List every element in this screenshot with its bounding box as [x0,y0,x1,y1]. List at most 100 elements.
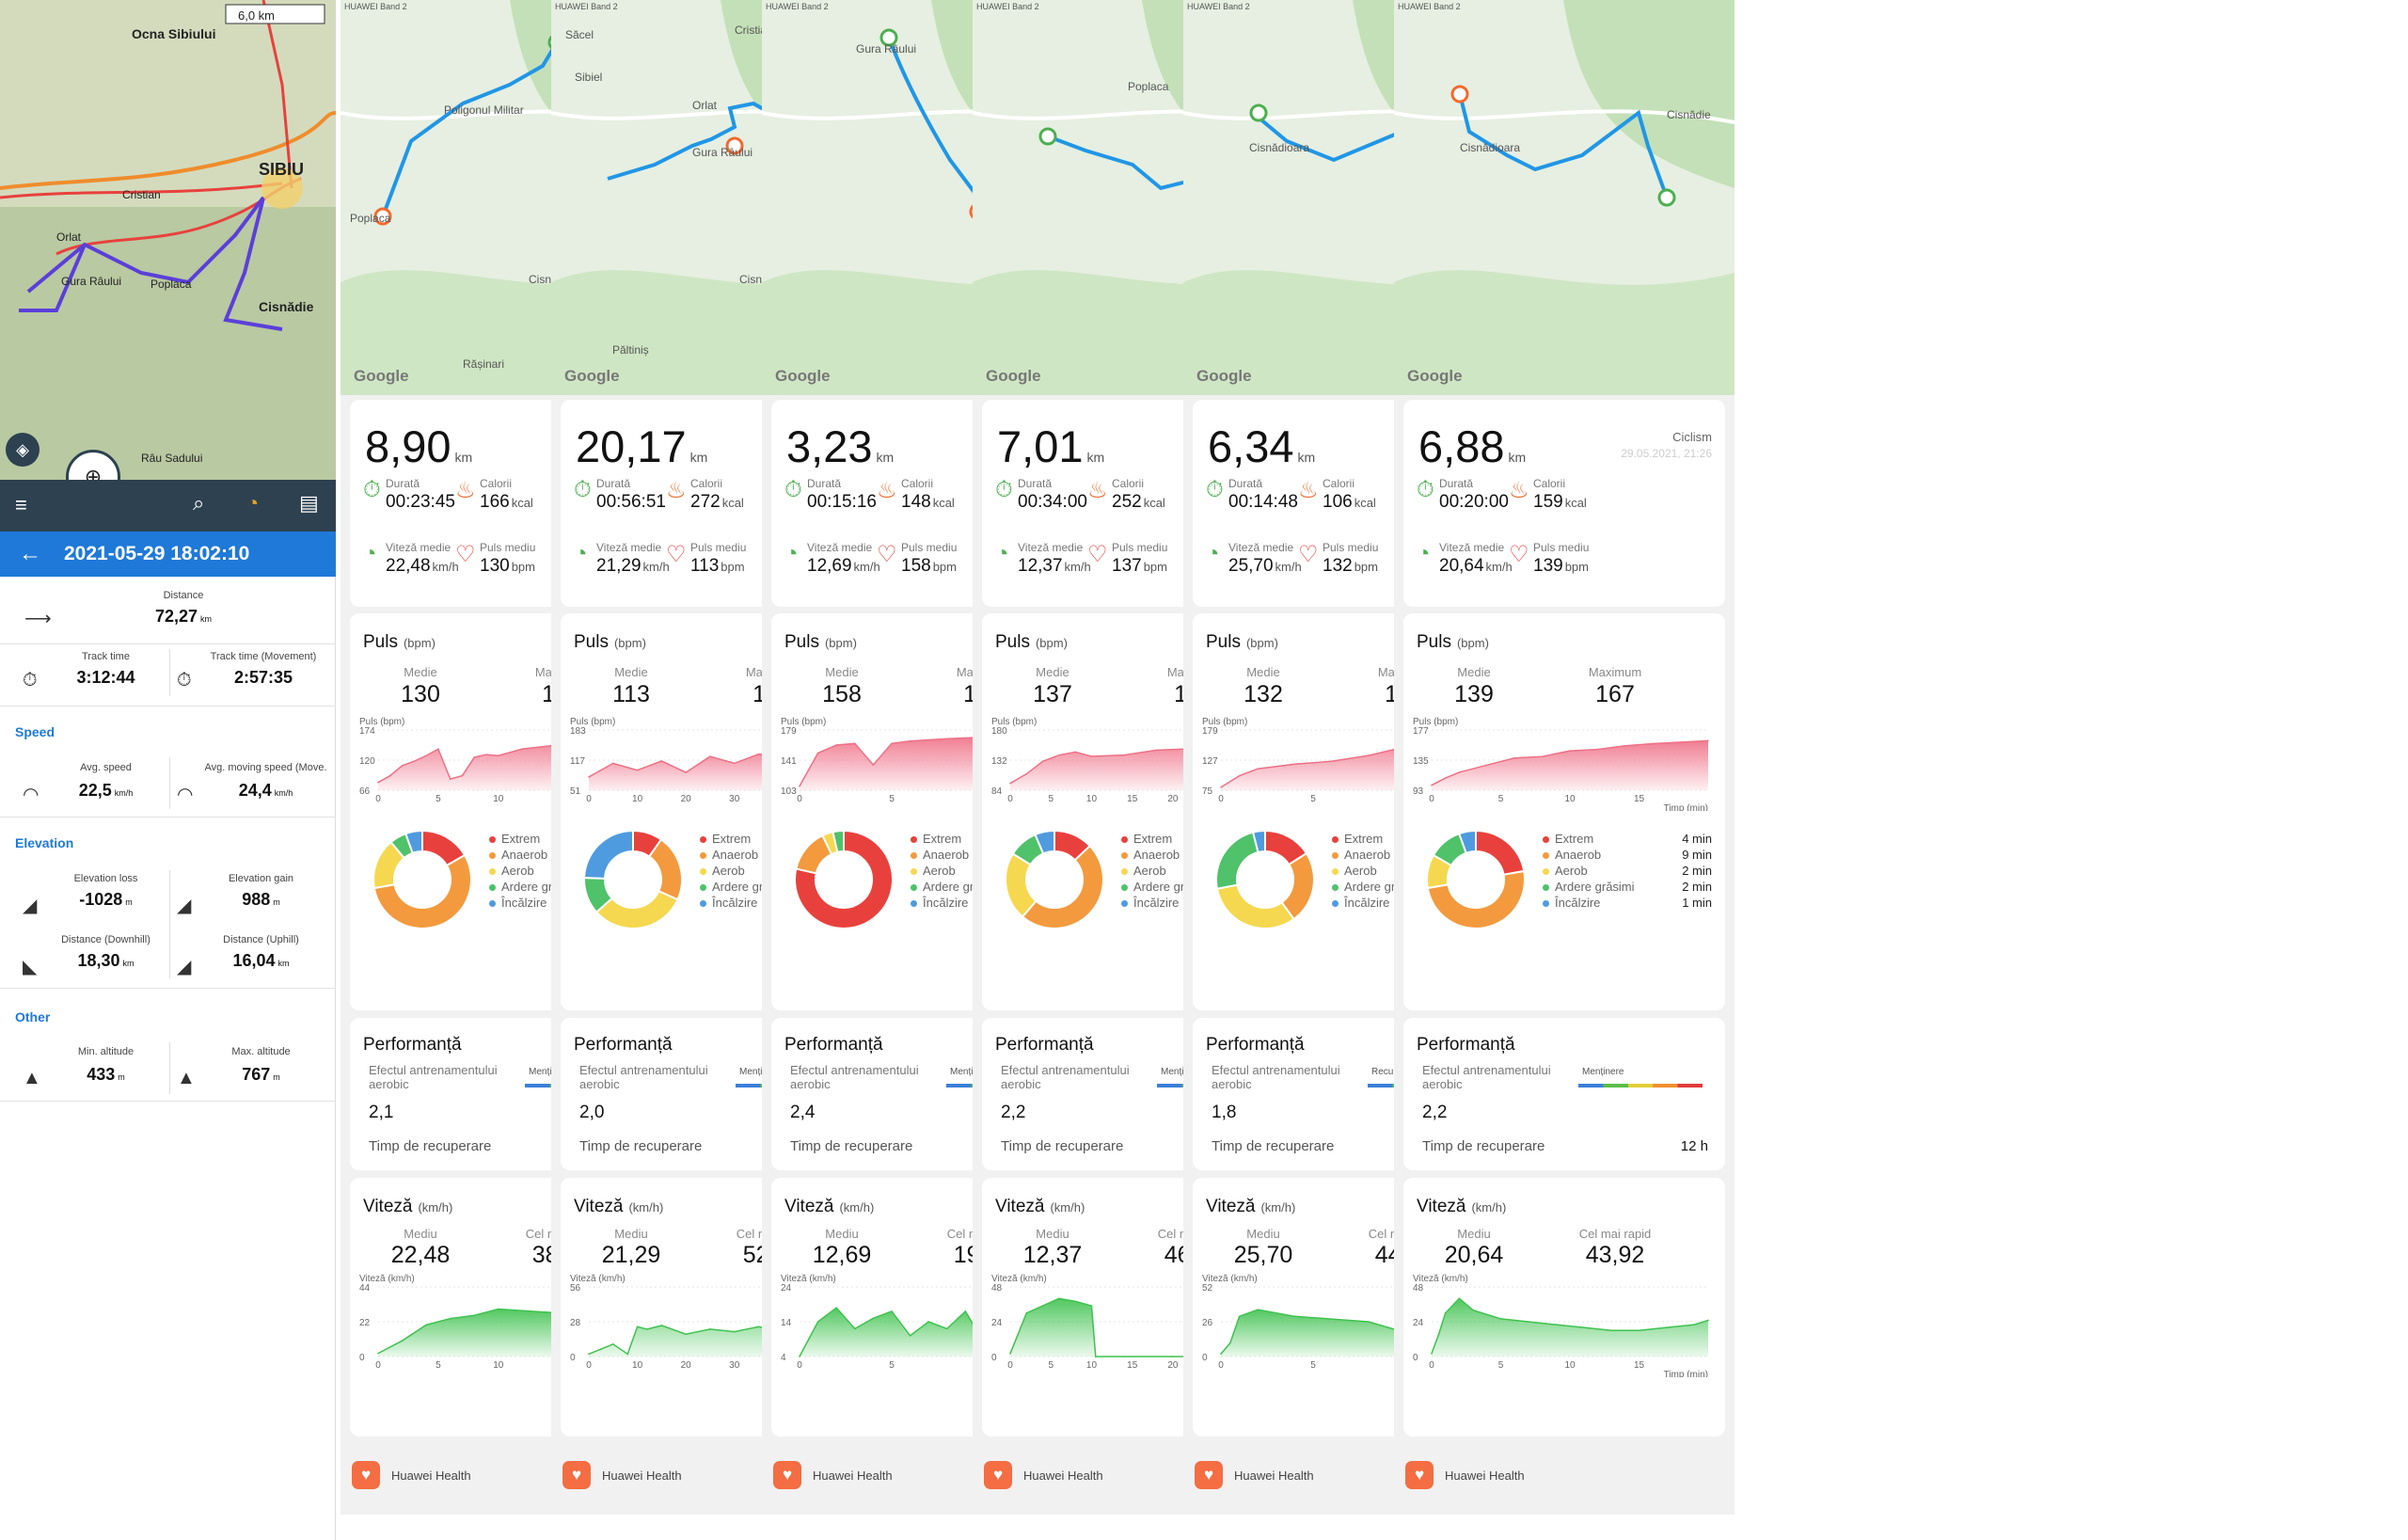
stat-unit: km/h [114,788,134,798]
distance-unit: km [689,450,708,465]
calories-unit: kcal [721,496,744,510]
speed-point [709,1328,711,1330]
distance-value: 20,17 km [576,421,707,472]
zone-dot-icon [489,884,496,892]
stat-unit: m [125,897,133,907]
speed-point [1666,1326,1668,1328]
stat-label: Avg. moving speed (Move. [204,762,327,773]
zone-dot-icon [700,868,706,876]
hr-point [1431,784,1433,786]
speed-avg-value: 12,69 [812,1242,872,1268]
stat-label: Max. altitude [231,1046,291,1057]
zone-name: Anaerob [1555,848,1602,862]
effect-status: Menținere [529,1067,571,1077]
gps-icon[interactable]: ◔ [246,491,260,515]
map-label: Poplaca [150,278,192,291]
calories-value: 166 kcal [480,492,533,513]
map-label: Gura Râului [856,42,917,56]
speed-point [1058,1297,1060,1300]
avg-speed-value: 20,64 km/h [1439,556,1513,577]
heart-icon: ♡ [455,542,476,567]
zone-dot-icon [1543,868,1549,876]
duration-value: 00:34:00 [1018,492,1087,512]
footer: ♥ Huawei Health [773,1461,893,1489]
calories-value: 252 kcal [1112,492,1165,513]
tracks-icon[interactable]: ▤ [299,491,319,515]
route-map[interactable]: HUAWEI Band 2 Cisnădie Cisnădioara Google [1394,0,1735,395]
hr-title: Puls (bpm) [995,632,1068,653]
zone-dot-icon [489,852,496,860]
stat-unit: m [118,1072,125,1082]
hr-point [1707,739,1709,742]
avg-speed-unit: km/h [432,560,459,574]
zone-dot-icon [700,884,706,892]
hr-point [437,748,439,750]
duration-value: 00:56:51 [596,492,666,512]
menu-icon[interactable]: ≡ [15,493,27,516]
calories-number: 166 [480,492,510,512]
flame-icon: ♨ [1298,478,1319,503]
hr-point [425,754,427,757]
speed-point [588,1353,590,1356]
hr-point [946,738,948,740]
effect-status: Menținere [739,1067,782,1077]
calories-number: 148 [901,492,931,512]
speed-point [854,1327,856,1330]
hr-axis-title: Puls (bpm) [359,717,404,727]
hr-point [1257,768,1259,770]
device-label: HUAWEI Band 2 [1398,2,1461,11]
stat-value: 18,30 [77,951,120,970]
y-tick-label: 0 [359,1353,365,1363]
stat-unit: km [200,614,213,624]
x-tick-label: 5 [1498,1360,1504,1371]
route-path [887,37,980,199]
speed-title: Viteză (km/h) [1206,1197,1295,1217]
x-tick-label: 10 [493,794,504,804]
divider [0,817,336,818]
y-tick-label: 179 [781,726,797,737]
hr-avg-value: 137 [1033,681,1072,707]
zone-name: Anaerob [712,848,759,862]
hr-title-text: Puls [1206,632,1241,652]
back-arrow-icon[interactable]: ← [19,541,41,566]
x-tick-label: 30 [729,1360,740,1371]
track-header: ← 2021-05-29 18:02:10 [0,532,336,577]
y-tick-label: 4 [781,1353,786,1363]
y-tick-label: 0 [570,1353,576,1363]
speed-point [1638,1329,1640,1332]
stat-label: Distance [163,590,204,601]
moving-stopwatch-icon: ⏱ [177,670,192,691]
search-icon[interactable]: ⌕ [193,491,205,515]
speed-title: Viteză (km/h) [363,1197,452,1217]
speed-point [1041,1305,1044,1307]
end-marker [1450,85,1469,103]
hr-point [1041,760,1044,763]
hr-point [377,781,379,784]
hr-point [835,744,837,746]
calories-unit: kcal [511,496,533,510]
speed-point [1431,1353,1433,1355]
hr-zone-slice [372,853,472,929]
layers-icon[interactable]: ◈ [6,433,40,467]
aerobic-effect-value: 1,8 [1212,1103,1237,1122]
hr-zone-donut [1005,829,1104,929]
duration-label: Durată [1439,477,1474,490]
topo-map[interactable]: 6,0 km Ocna Sibiului SIBIU Cisnădie Gura… [0,0,336,480]
stat-value: 433 [87,1065,116,1084]
hr-zone-slice [1426,869,1526,929]
recovery-label: Timp de recuperare [1422,1138,1545,1154]
hr-point [1025,772,1028,775]
hr-title-unit: (bpm) [1245,636,1278,650]
distance-unit: km [1297,450,1316,465]
min-altitude-stat: Min. altitude 433 m [42,1046,169,1085]
footer-text: Huawei Health [1445,1468,1525,1483]
distance-stat: Distance 72,27 km [94,590,273,627]
zone-name: Aerob [1344,864,1377,878]
map-label: Orlat [56,230,82,244]
ascent-icon: ◢ [177,896,192,916]
distance-number: 6,88 [1418,421,1505,471]
avg-speed-number: 12,37 [1018,556,1063,576]
flame-icon: ♨ [877,478,897,503]
hr-zone-slice [647,838,683,901]
speed-point [1123,1356,1125,1357]
